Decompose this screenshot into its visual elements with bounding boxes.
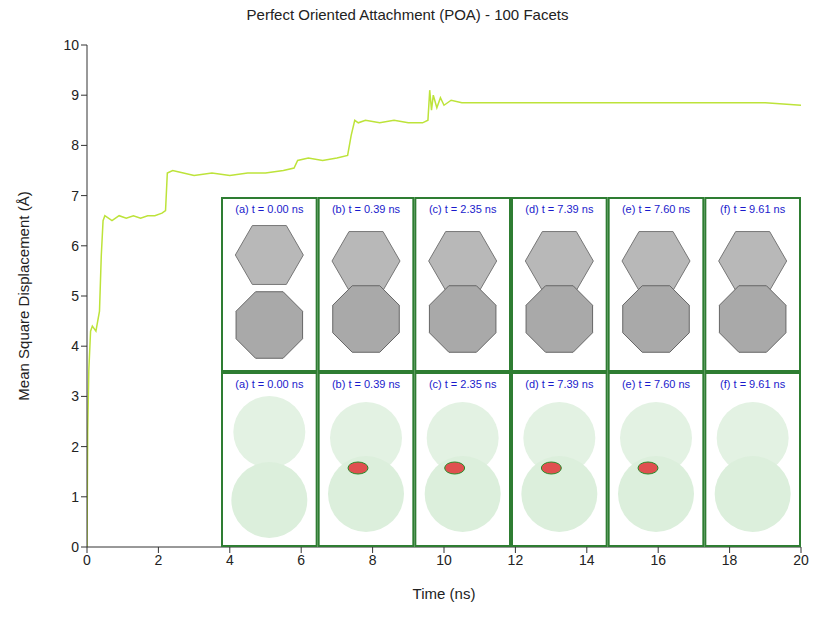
svg-text:(d) t = 7.39 ns: (d) t = 7.39 ns — [525, 378, 594, 390]
svg-text:20: 20 — [793, 552, 809, 568]
svg-text:(a) t = 0.00 ns: (a) t = 0.00 ns — [235, 378, 304, 390]
svg-text:(e) t = 7.60 ns: (e) t = 7.60 ns — [622, 378, 691, 390]
svg-text:Time (ns): Time (ns) — [413, 585, 476, 602]
svg-text:6: 6 — [297, 552, 305, 568]
svg-text:9: 9 — [71, 87, 79, 103]
svg-text:5: 5 — [71, 288, 79, 304]
svg-text:(d) t = 7.39 ns: (d) t = 7.39 ns — [525, 203, 594, 215]
svg-text:10: 10 — [436, 552, 452, 568]
svg-text:(b) t = 0.39 ns: (b) t = 0.39 ns — [332, 378, 401, 390]
svg-text:3: 3 — [71, 388, 79, 404]
svg-text:(f) t = 9.61 ns: (f) t = 9.61 ns — [720, 378, 786, 390]
svg-text:2: 2 — [155, 552, 163, 568]
svg-text:0: 0 — [71, 539, 79, 555]
svg-text:8: 8 — [71, 137, 79, 153]
svg-text:(e) t = 7.60 ns: (e) t = 7.60 ns — [622, 203, 691, 215]
svg-text:(c) t = 2.35 ns: (c) t = 2.35 ns — [429, 203, 497, 215]
html-text:Perfect Oriented Attachment (P: Perfect Oriented Attachment (POA) - 100 … — [246, 6, 569, 23]
svg-text:18: 18 — [722, 552, 738, 568]
svg-text:4: 4 — [226, 552, 234, 568]
svg-text:8: 8 — [369, 552, 377, 568]
svg-text:2: 2 — [71, 439, 79, 455]
svg-text:6: 6 — [71, 238, 79, 254]
svg-text:10: 10 — [63, 37, 79, 53]
svg-text:4: 4 — [71, 338, 79, 354]
svg-text:(c) t = 2.35 ns: (c) t = 2.35 ns — [429, 378, 497, 390]
svg-text:14: 14 — [579, 552, 595, 568]
svg-text:7: 7 — [71, 188, 79, 204]
svg-text:0: 0 — [83, 552, 91, 568]
svg-text:(a) t = 0.00 ns: (a) t = 0.00 ns — [235, 203, 304, 215]
svg-text:Mean Square Displacement (Å): Mean Square Displacement (Å) — [15, 191, 32, 400]
svg-text:16: 16 — [650, 552, 666, 568]
svg-text:12: 12 — [508, 552, 524, 568]
svg-text:1: 1 — [71, 489, 79, 505]
svg-text:(f) t = 9.61 ns: (f) t = 9.61 ns — [720, 203, 786, 215]
svg-text:(b) t = 0.39 ns: (b) t = 0.39 ns — [332, 203, 401, 215]
